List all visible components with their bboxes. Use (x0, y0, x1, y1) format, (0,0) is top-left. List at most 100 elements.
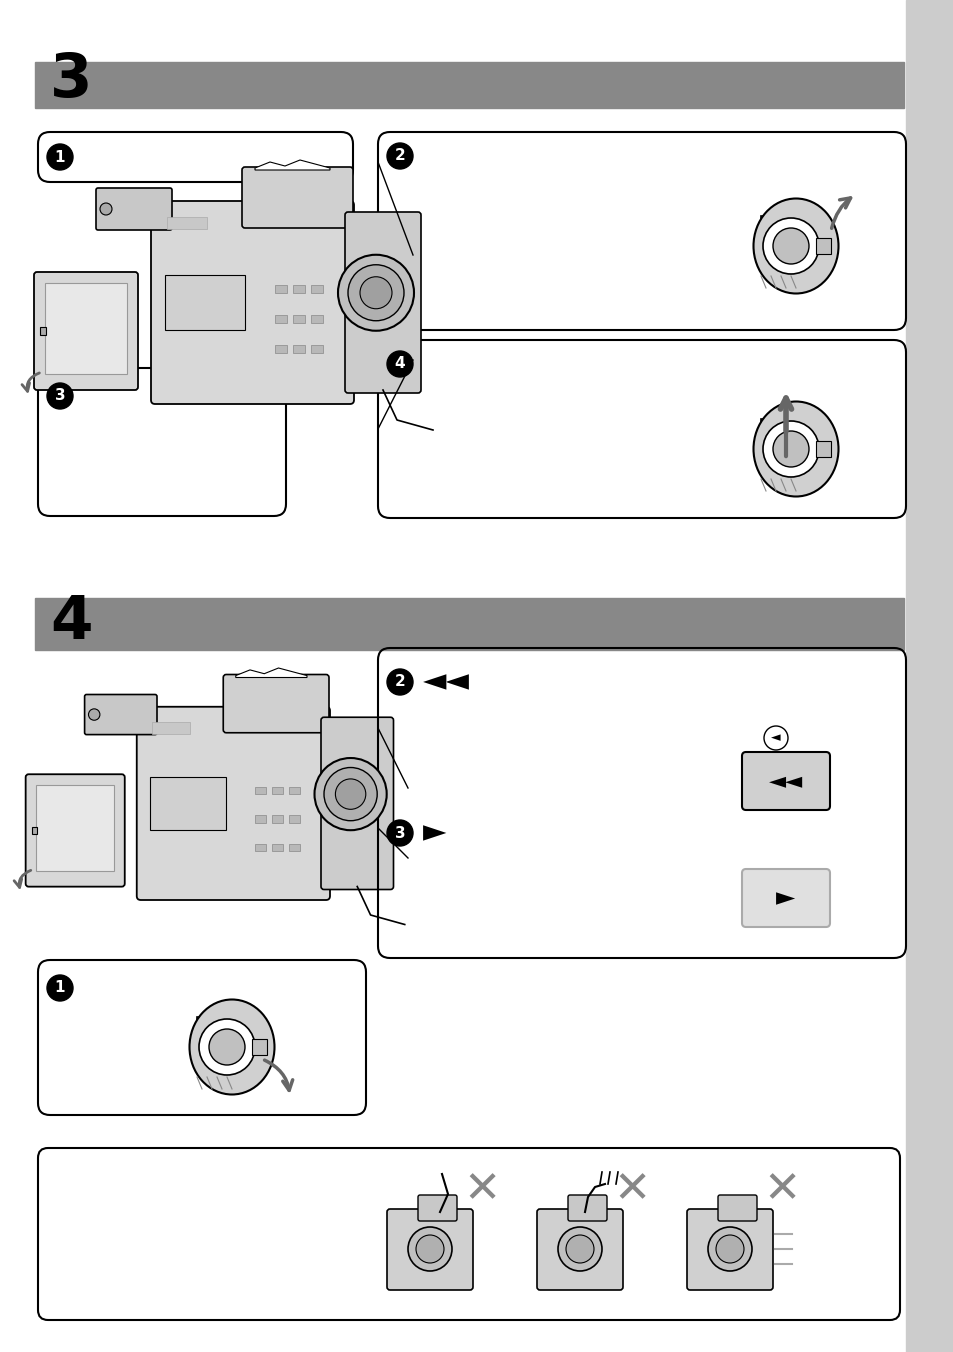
Text: ►: ► (422, 818, 446, 848)
Ellipse shape (753, 402, 838, 496)
Circle shape (209, 1029, 245, 1065)
Bar (760, 419, 768, 475)
Bar (815, 441, 830, 457)
FancyBboxPatch shape (686, 1209, 772, 1290)
Bar (196, 1017, 205, 1072)
Circle shape (772, 228, 808, 264)
FancyBboxPatch shape (741, 752, 829, 810)
Circle shape (387, 352, 413, 377)
Text: 2: 2 (395, 149, 405, 164)
FancyBboxPatch shape (345, 212, 420, 393)
Bar (272, 787, 283, 795)
Bar (293, 345, 305, 353)
FancyBboxPatch shape (320, 718, 393, 890)
Circle shape (335, 779, 365, 810)
FancyBboxPatch shape (537, 1209, 622, 1290)
Bar (274, 285, 287, 293)
Text: ►: ► (776, 886, 795, 910)
Circle shape (716, 1234, 743, 1263)
FancyBboxPatch shape (718, 1195, 757, 1221)
Text: ✕: ✕ (613, 1168, 650, 1211)
Text: ✕: ✕ (463, 1168, 500, 1211)
Bar (311, 315, 323, 323)
FancyBboxPatch shape (387, 1209, 473, 1290)
Bar (905, 0, 953, 1352)
Text: 3: 3 (395, 826, 405, 841)
Circle shape (47, 383, 73, 410)
FancyBboxPatch shape (741, 869, 829, 927)
Bar (254, 787, 266, 795)
FancyBboxPatch shape (96, 188, 172, 230)
Text: ✕: ✕ (762, 1168, 800, 1211)
Bar (152, 722, 190, 734)
Bar (254, 815, 266, 823)
FancyBboxPatch shape (151, 201, 354, 404)
Bar (815, 238, 830, 254)
Bar (254, 844, 266, 852)
FancyBboxPatch shape (567, 1195, 606, 1221)
FancyBboxPatch shape (223, 675, 329, 733)
Text: ◄◄: ◄◄ (768, 771, 802, 791)
Bar (289, 844, 300, 852)
Circle shape (47, 145, 73, 170)
Bar (760, 216, 768, 270)
FancyBboxPatch shape (26, 775, 125, 887)
FancyBboxPatch shape (136, 707, 330, 900)
FancyBboxPatch shape (417, 1195, 456, 1221)
Bar (31, 826, 37, 834)
Bar (150, 777, 226, 830)
Text: ◄: ◄ (770, 731, 780, 745)
Circle shape (558, 1228, 601, 1271)
Bar (289, 815, 300, 823)
Circle shape (314, 758, 386, 830)
Circle shape (89, 708, 100, 721)
Circle shape (100, 203, 112, 215)
Text: 1: 1 (54, 980, 65, 995)
Circle shape (199, 1019, 254, 1075)
FancyBboxPatch shape (34, 272, 138, 389)
Text: 4: 4 (395, 357, 405, 372)
Text: 4: 4 (50, 594, 92, 652)
Bar (311, 285, 323, 293)
Circle shape (762, 218, 818, 274)
Bar (167, 218, 207, 228)
Circle shape (387, 821, 413, 846)
Bar (252, 1038, 267, 1055)
FancyBboxPatch shape (85, 695, 157, 734)
Circle shape (762, 420, 818, 477)
Polygon shape (254, 160, 330, 170)
Bar (293, 285, 305, 293)
Bar (45, 283, 127, 375)
Bar (272, 815, 283, 823)
Ellipse shape (753, 199, 838, 293)
Text: 2: 2 (395, 675, 405, 690)
Bar (35, 62, 903, 108)
Circle shape (387, 143, 413, 169)
Bar (272, 844, 283, 852)
Circle shape (337, 254, 414, 331)
Ellipse shape (190, 999, 274, 1095)
Bar (274, 315, 287, 323)
Circle shape (763, 726, 787, 750)
Bar (289, 787, 300, 795)
Text: 1: 1 (54, 150, 65, 165)
Circle shape (348, 265, 403, 320)
Circle shape (707, 1228, 751, 1271)
FancyBboxPatch shape (242, 168, 353, 228)
Circle shape (416, 1234, 443, 1263)
Text: 3: 3 (50, 51, 92, 110)
Text: ◄◄: ◄◄ (422, 668, 470, 696)
Bar (165, 274, 245, 330)
Bar (35, 598, 903, 650)
Circle shape (387, 669, 413, 695)
Circle shape (565, 1234, 594, 1263)
Bar (311, 345, 323, 353)
Bar (274, 345, 287, 353)
Bar (36, 786, 114, 871)
Circle shape (47, 975, 73, 1000)
Circle shape (359, 277, 392, 308)
Circle shape (408, 1228, 452, 1271)
Text: 3: 3 (54, 388, 65, 403)
Circle shape (772, 431, 808, 466)
Circle shape (324, 768, 376, 821)
